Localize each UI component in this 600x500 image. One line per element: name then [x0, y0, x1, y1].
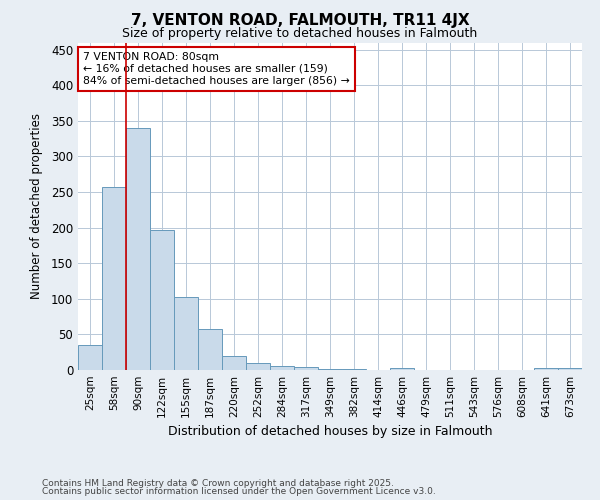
Text: Size of property relative to detached houses in Falmouth: Size of property relative to detached ho…: [122, 28, 478, 40]
Text: 7, VENTON ROAD, FALMOUTH, TR11 4JX: 7, VENTON ROAD, FALMOUTH, TR11 4JX: [131, 12, 469, 28]
Bar: [318, 368, 342, 370]
Bar: [150, 230, 174, 370]
Bar: [558, 368, 582, 370]
Bar: [390, 368, 414, 370]
Bar: [534, 368, 558, 370]
Text: Contains public sector information licensed under the Open Government Licence v3: Contains public sector information licen…: [42, 487, 436, 496]
Bar: [78, 345, 102, 370]
Bar: [102, 187, 126, 370]
Bar: [294, 367, 318, 370]
Bar: [222, 356, 246, 370]
Bar: [246, 363, 270, 370]
Text: Contains HM Land Registry data © Crown copyright and database right 2025.: Contains HM Land Registry data © Crown c…: [42, 478, 394, 488]
Y-axis label: Number of detached properties: Number of detached properties: [29, 114, 43, 299]
Bar: [126, 128, 150, 370]
Bar: [198, 330, 222, 370]
Bar: [174, 296, 198, 370]
Bar: [270, 366, 294, 370]
Text: 7 VENTON ROAD: 80sqm
← 16% of detached houses are smaller (159)
84% of semi-deta: 7 VENTON ROAD: 80sqm ← 16% of detached h…: [83, 52, 350, 86]
X-axis label: Distribution of detached houses by size in Falmouth: Distribution of detached houses by size …: [168, 426, 492, 438]
